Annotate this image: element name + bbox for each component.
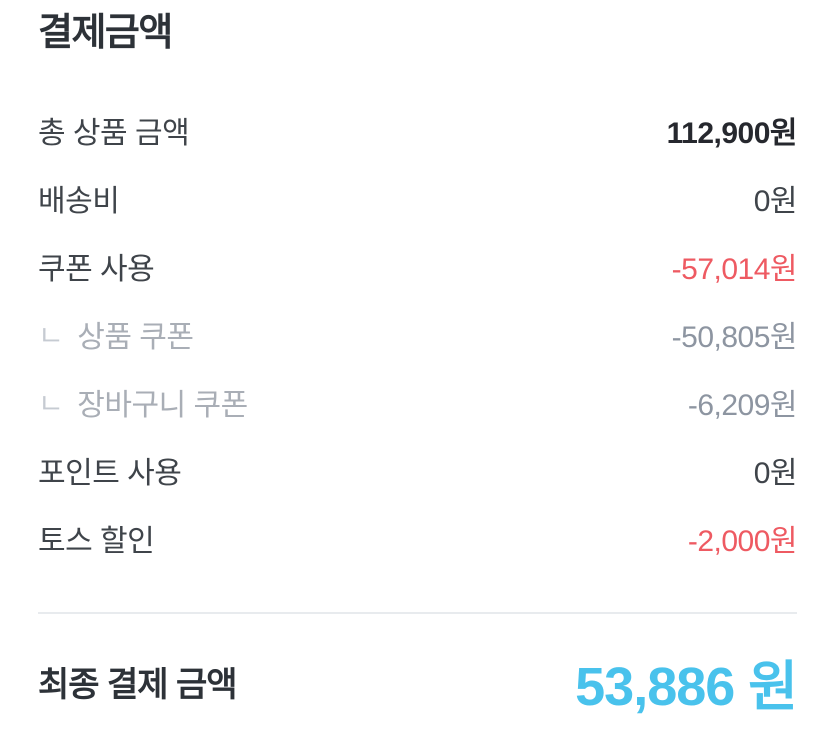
payment-summary-panel: 결제금액 총 상품 금액 112,900원 배송비 0원 쿠폰 사용 -57,0… [0, 12, 835, 720]
indent-corner-icon: ㄴ [38, 387, 64, 419]
page-title: 결제금액 [38, 12, 173, 54]
row-value: 112,900원 [666, 116, 798, 150]
sub-row-label-text: 장바구니 쿠폰 [77, 388, 248, 422]
row-cart-coupon: ㄴ 장바구니 쿠폰 -6,209원 [38, 368, 798, 436]
row-value: -2,000원 [687, 524, 798, 558]
row-shipping-fee: 배송비 0원 [38, 164, 798, 232]
final-payment-amount: 53,886 원 [575, 657, 798, 718]
row-coupon-used: 쿠폰 사용 -57,014원 [38, 232, 798, 300]
row-label: 배송비 [38, 184, 120, 218]
row-value: -57,014원 [671, 252, 798, 286]
row-label: 포인트 사용 [38, 456, 182, 490]
row-points-used: 포인트 사용 0원 [38, 436, 798, 504]
row-label: ㄴ 상품 쿠폰 [38, 312, 194, 356]
indent-corner-icon: ㄴ [38, 319, 64, 351]
row-toss-discount: 토스 할인 -2,000원 [38, 504, 798, 572]
row-label: ㄴ 장바구니 쿠폰 [38, 380, 248, 424]
row-value: -50,805원 [671, 320, 798, 354]
row-product-coupon: ㄴ 상품 쿠폰 -50,805원 [38, 300, 798, 368]
row-label: 쿠폰 사용 [38, 252, 155, 286]
row-label: 토스 할인 [38, 524, 155, 558]
row-value: 0원 [753, 184, 798, 218]
payment-rows: 총 상품 금액 112,900원 배송비 0원 쿠폰 사용 -57,014원 ㄴ… [38, 96, 798, 572]
row-total-product-amount: 총 상품 금액 112,900원 [38, 96, 798, 164]
section-divider [38, 611, 797, 614]
final-payment-label: 최종 결제 금액 [38, 666, 238, 705]
sub-row-label-text: 상품 쿠폰 [77, 320, 194, 354]
final-payment-row: 최종 결제 금액 53,886 원 [38, 644, 798, 720]
row-label: 총 상품 금액 [38, 116, 190, 150]
row-value: 0원 [753, 456, 798, 490]
row-value: -6,209원 [687, 388, 798, 422]
